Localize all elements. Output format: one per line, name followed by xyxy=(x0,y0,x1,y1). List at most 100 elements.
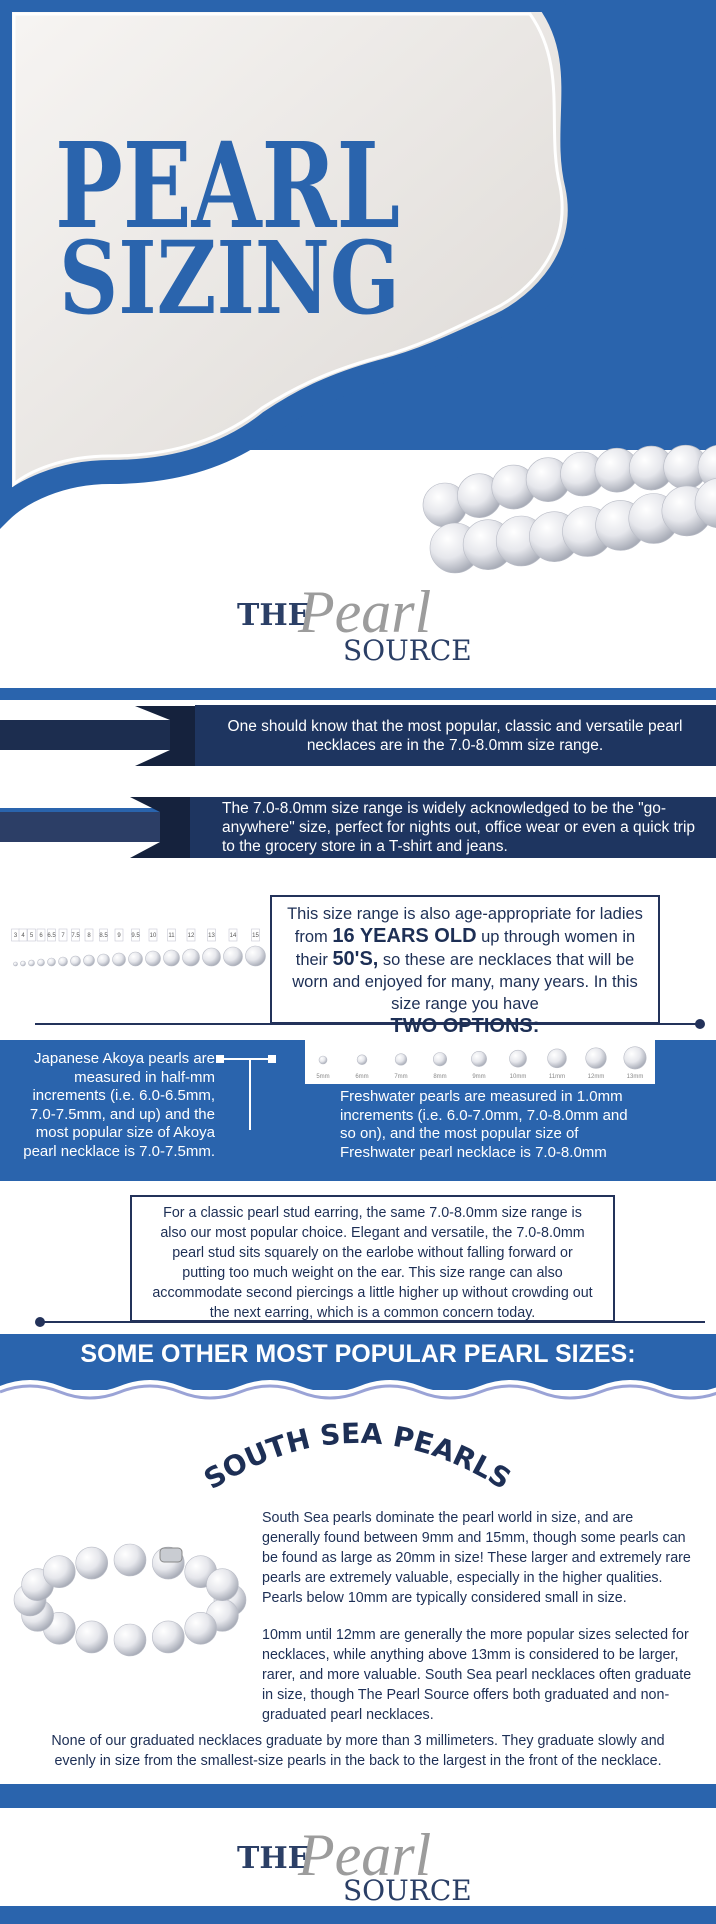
pearl-size-label: 13mm xyxy=(627,1074,644,1080)
pearl xyxy=(20,960,26,967)
pearl xyxy=(432,1052,447,1067)
pearl xyxy=(206,1568,239,1601)
band xyxy=(195,705,716,766)
ruler-label: 5 xyxy=(30,933,34,939)
pearl xyxy=(28,959,35,967)
logo-source: SOURCE xyxy=(343,1874,472,1907)
pearl xyxy=(151,1620,185,1654)
ruler-label: 3 xyxy=(14,933,18,939)
emphasis: 50'S, xyxy=(332,948,379,970)
section-heading-text: SOUTH SEA PEARLS xyxy=(198,1417,517,1496)
ribbon xyxy=(0,720,170,750)
ruler-cell xyxy=(186,928,196,942)
pearl xyxy=(75,1546,109,1580)
size-ruler: 3 4 5 6 6.5 7 7.5 8 8.5 9 9.5 10 11 12 13 14 15 xyxy=(11,928,266,967)
banner-wave-line xyxy=(0,1384,716,1400)
speech-bubble xyxy=(0,0,592,529)
pearl xyxy=(509,1049,527,1068)
ruler-cell xyxy=(71,928,80,942)
emphasis: 16 YEARS OLD xyxy=(332,925,477,947)
section-heading: SOUTH SEA PEARLS xyxy=(198,1417,517,1496)
pearl xyxy=(145,950,161,967)
freshwater-text: Freshwater pearls are measured in 1.0mm … xyxy=(340,1088,628,1161)
divider-dot xyxy=(35,1317,45,1327)
title-line: SIZING xyxy=(59,219,400,337)
clasp xyxy=(159,1547,183,1563)
paragraph: 10mm until 12mm are generally the more p… xyxy=(262,1627,692,1723)
pearl xyxy=(47,957,56,967)
pearl xyxy=(83,954,95,967)
pearl xyxy=(182,948,200,967)
pearl-size-label: 8mm xyxy=(433,1074,446,1080)
ruler-cell xyxy=(27,928,36,942)
connector-end xyxy=(216,1055,224,1063)
logo: THE Pearl SOURCE xyxy=(237,579,472,667)
banner-text: SOME OTHER MOST POPULAR PEARL SIZES: xyxy=(80,1340,636,1368)
band xyxy=(190,797,716,858)
ruler-label: 14 xyxy=(230,933,237,939)
pearl xyxy=(318,1055,328,1065)
pearl xyxy=(356,1054,368,1065)
ruler-cell xyxy=(148,928,158,942)
text: This size range is also age-appropriate … xyxy=(287,905,643,946)
ruler-label: 9.5 xyxy=(131,933,140,939)
pearl-size-label: 6mm xyxy=(355,1074,368,1080)
ruler-cell xyxy=(251,928,260,942)
ribbon-fold xyxy=(130,797,195,858)
pearl xyxy=(58,956,68,967)
pearl-size-label: 10mm xyxy=(510,1074,527,1080)
band-text: One should know that the most popular, c… xyxy=(227,717,683,754)
logo-pearl: Pearl xyxy=(297,1822,431,1888)
pearl xyxy=(245,945,266,967)
pearl-necklace xyxy=(422,444,716,574)
pearl-sizes: 5mm 6mm 7mm 8mm 9mm 10mm 11mm 12mm 13mm xyxy=(316,1046,647,1080)
ruler-label: 8 xyxy=(87,933,91,939)
pearl xyxy=(184,1611,218,1645)
pearl xyxy=(97,953,110,967)
pearl xyxy=(223,946,243,967)
ruler-label: 7.5 xyxy=(71,933,80,939)
ruler-label: 15 xyxy=(252,933,259,939)
ruler-label: 6 xyxy=(39,933,43,939)
pearl xyxy=(13,961,18,967)
ruler-cell xyxy=(207,928,216,942)
pearl xyxy=(623,1046,647,1070)
pearl xyxy=(113,1543,147,1577)
ruler-label: 11 xyxy=(168,933,175,939)
stud-box: For a classic pearl stud earring, the sa… xyxy=(130,1195,615,1322)
pearl-size-label: 12mm xyxy=(588,1074,605,1080)
pearl xyxy=(202,947,221,967)
pearl xyxy=(585,1047,607,1069)
stripe xyxy=(0,1784,716,1808)
pearl xyxy=(163,949,180,967)
connector-end xyxy=(268,1055,276,1063)
banner-wave xyxy=(0,1380,716,1400)
pearl xyxy=(697,445,716,489)
ribbon xyxy=(0,812,160,842)
ruler-label: 6.5 xyxy=(47,933,56,939)
pearl xyxy=(37,958,45,967)
ruler-label: 7 xyxy=(61,933,65,939)
ruler-cell xyxy=(228,928,238,942)
text: so these are necklaces that will be worn… xyxy=(292,951,638,1013)
logo-the: THE xyxy=(237,1841,311,1876)
pearl-size-label: 7mm xyxy=(394,1074,407,1080)
ruler-label: 8.5 xyxy=(99,933,108,939)
logo-pearl: Pearl xyxy=(297,579,431,645)
ruler-cell xyxy=(36,928,46,942)
stripe xyxy=(0,1906,716,1924)
note: None of our graduated necklaces graduate… xyxy=(51,1733,665,1769)
ruler-label: 9 xyxy=(117,933,121,939)
ruler-cell xyxy=(47,928,56,942)
ruler-label: 13 xyxy=(208,933,215,939)
text: up through women in their xyxy=(295,928,636,969)
logo: THE Pearl SOURCE xyxy=(237,1822,472,1907)
ruler-label: 12 xyxy=(188,933,195,939)
ruler-label: 10 xyxy=(150,933,157,939)
bubble-inner-line xyxy=(12,12,564,488)
ribbon-fold xyxy=(135,706,200,766)
ruler-cell xyxy=(99,928,108,942)
banner-bg xyxy=(0,1334,716,1390)
